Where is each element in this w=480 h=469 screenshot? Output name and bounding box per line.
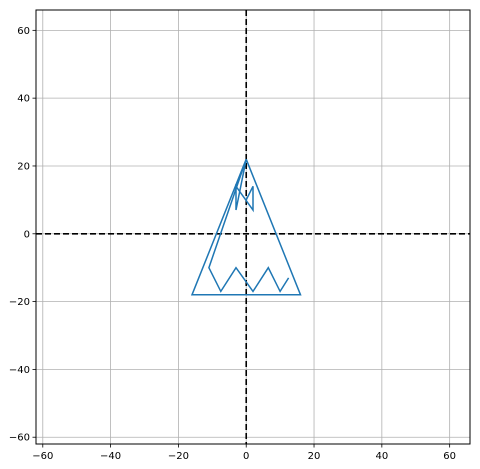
x-tick-label: 60 bbox=[443, 451, 456, 462]
y-tick-label: 0 bbox=[24, 229, 30, 240]
y-tick-label: 20 bbox=[17, 161, 30, 172]
reference-lines bbox=[36, 10, 470, 444]
x-tick-label: −40 bbox=[100, 451, 121, 462]
series-line-1 bbox=[190, 158, 302, 296]
x-tick-label: 0 bbox=[243, 451, 249, 462]
x-tick-label: −60 bbox=[32, 451, 53, 462]
series-layer bbox=[190, 158, 302, 296]
x-tick-label: 40 bbox=[375, 451, 388, 462]
y-tick-label: −60 bbox=[9, 433, 30, 444]
y-tick-label: 40 bbox=[17, 94, 30, 105]
y-tick-label: −40 bbox=[9, 365, 30, 376]
x-tick-label: −20 bbox=[168, 451, 189, 462]
x-tick-label: 20 bbox=[308, 451, 321, 462]
ticks: −60 −40 −20 0 20 40 60 −60 −40 −20 0 20 40 60 bbox=[9, 26, 456, 462]
y-tick-label: −20 bbox=[9, 297, 30, 308]
y-tick-label: 60 bbox=[17, 26, 30, 37]
series-line-2 bbox=[235, 159, 254, 213]
plot-frame bbox=[35, 9, 471, 445]
